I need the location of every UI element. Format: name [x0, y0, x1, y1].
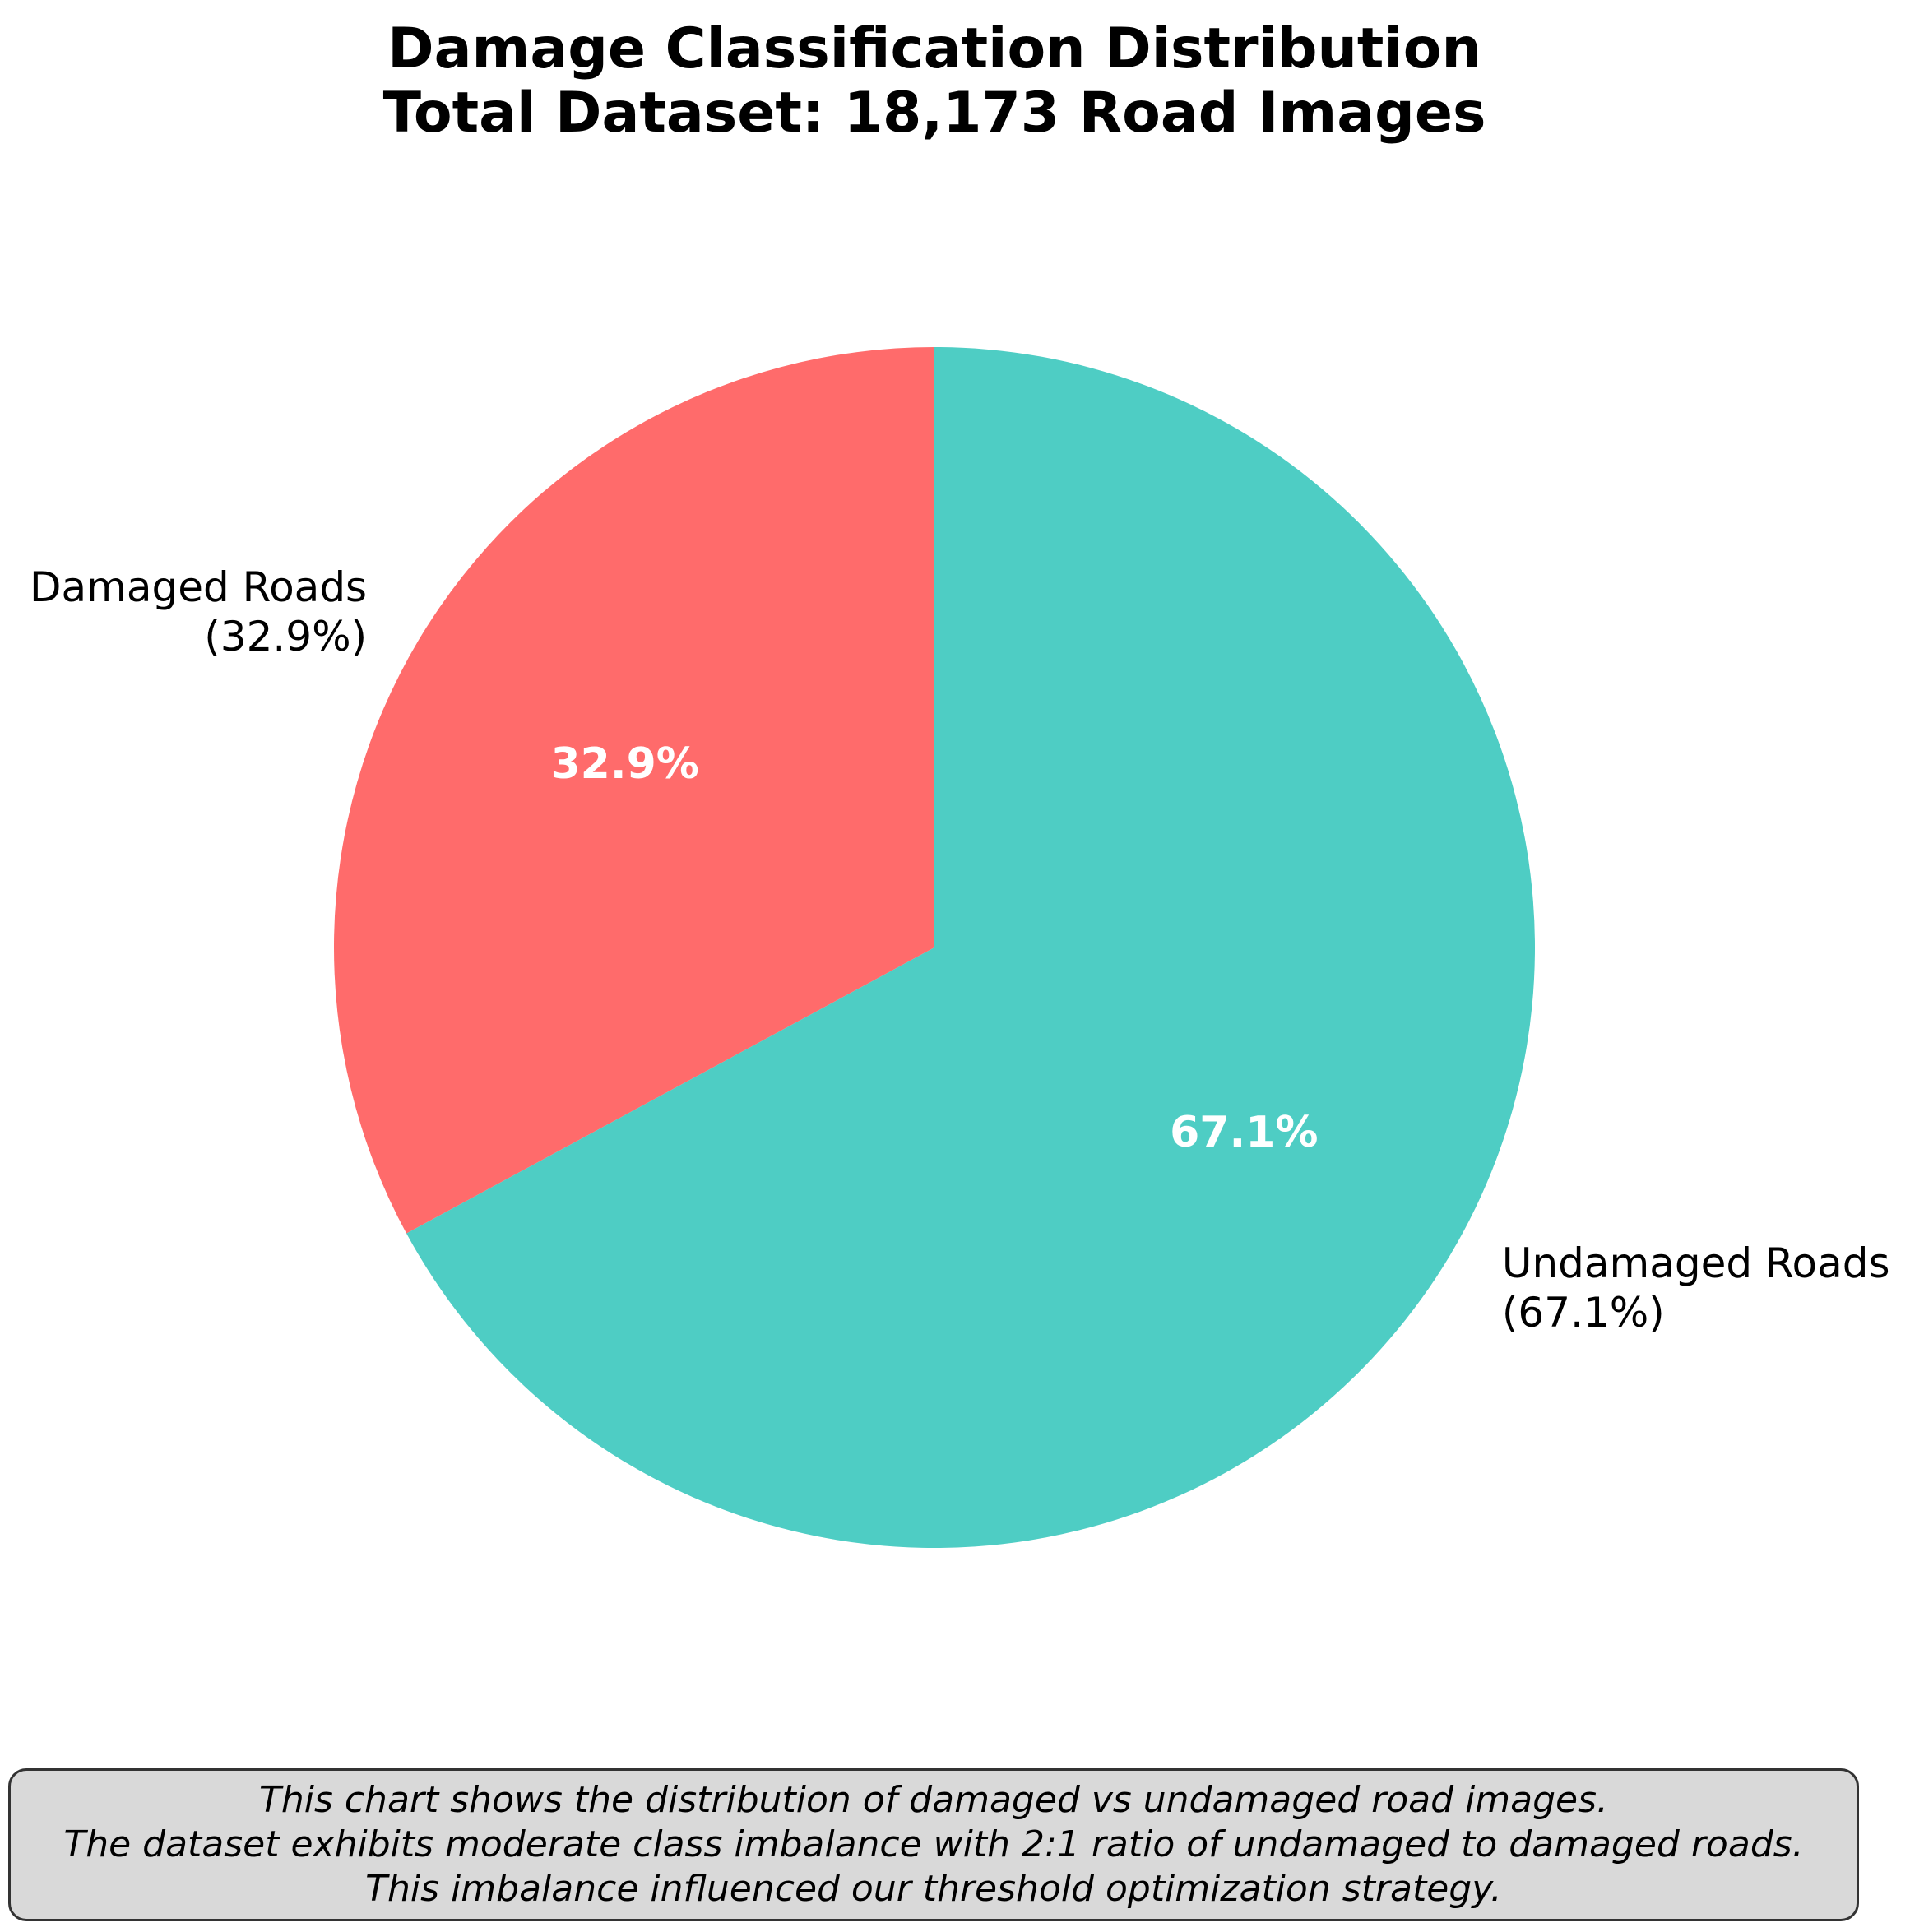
caption-line-3: This imbalance influenced our threshold … — [365, 1868, 1502, 1910]
caption-line-1: This chart shows the distribution of dam… — [258, 1779, 1609, 1821]
chart-subtitle: Total Dataset: 18,173 Road Images — [383, 81, 1486, 146]
pie-slice-1 — [333, 347, 934, 1234]
pie-slices — [333, 347, 1535, 1548]
slice-category-label-1: Damaged Roads (32.9%) — [30, 563, 367, 660]
pie-labels: 32.9% Damaged Roads (32.9%) 67.1% Undamaged … — [30, 563, 1890, 1337]
caption-box: This chart shows the distribution of dam… — [8, 1768, 1859, 1921]
caption-line-2: The dataset exhibits moderate class imba… — [63, 1823, 1804, 1865]
slice-percent-label-1: 32.9% — [550, 739, 698, 789]
slice-percent-label-2: 67.1% — [1170, 1108, 1318, 1157]
chart-title: Damage Classification Distribution — [387, 16, 1481, 81]
slice-category-label-2: Undamaged Roads (67.1%) — [1502, 1239, 1890, 1337]
pie-chart: Damage Classification Distribution Total… — [30, 16, 1890, 1548]
pie-slice-2 — [406, 347, 1535, 1548]
